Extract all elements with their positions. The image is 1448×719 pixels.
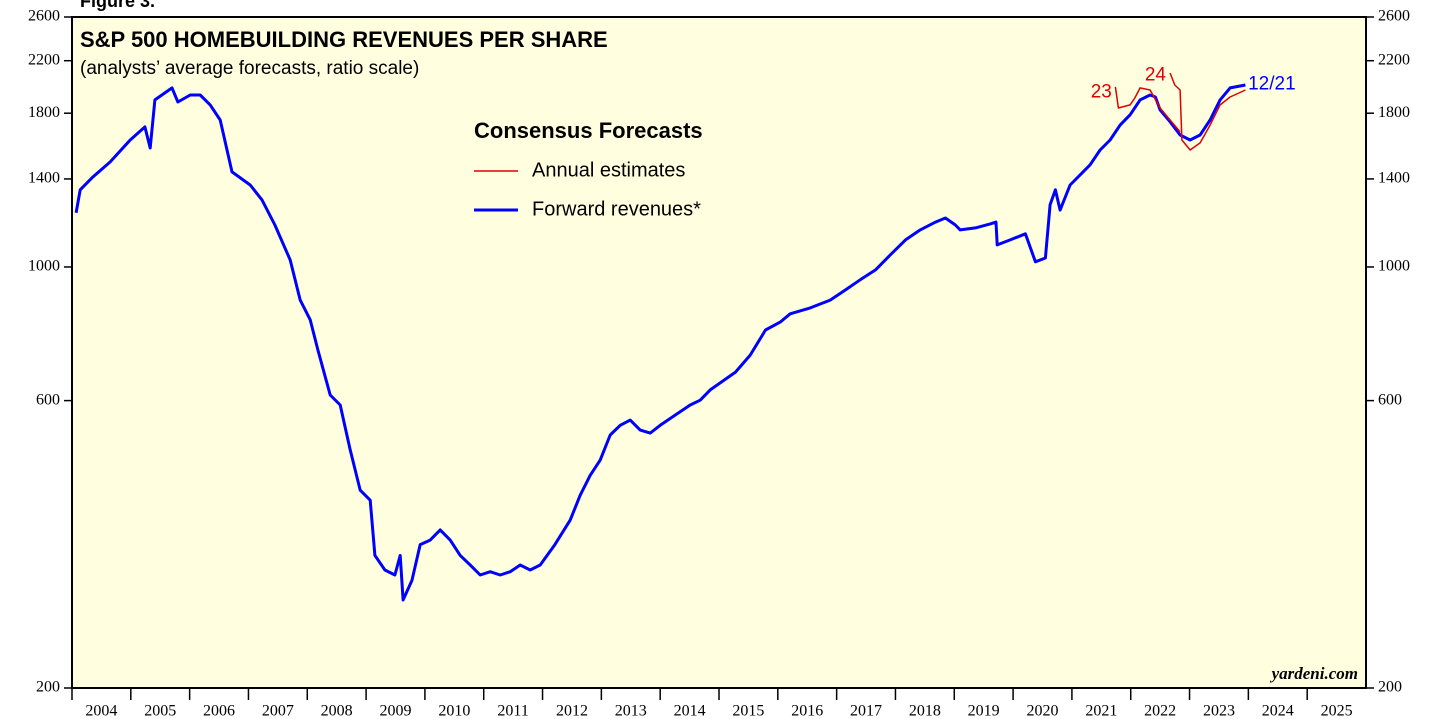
chart-subtitle: (analysts’ average forecasts, ratio scal… bbox=[80, 58, 419, 79]
x-tick-label: 2016 bbox=[791, 703, 823, 719]
x-tick-label: 2022 bbox=[1144, 703, 1176, 719]
y2-tick-label: 200 bbox=[1378, 679, 1402, 696]
x-tick-label: 2009 bbox=[380, 703, 412, 719]
figure-label: Figure 3. bbox=[80, 0, 155, 11]
x-tick-label: 2020 bbox=[1027, 703, 1059, 719]
y2-tick-label: 1400 bbox=[1378, 170, 1410, 187]
x-tick-label: 2007 bbox=[262, 703, 294, 719]
annotation: 23 bbox=[1091, 81, 1112, 102]
y-tick-label: 1400 bbox=[28, 170, 60, 187]
x-tick-label: 2012 bbox=[556, 703, 588, 719]
source: yardeni.com bbox=[1270, 664, 1358, 683]
x-tick-label: 2019 bbox=[968, 703, 1000, 719]
x-tick-label: 2004 bbox=[85, 703, 117, 719]
y2-tick-label: 1800 bbox=[1378, 104, 1410, 121]
x-tick-label: 2025 bbox=[1321, 703, 1353, 719]
x-tick-label: 2021 bbox=[1085, 703, 1117, 719]
x-tick-label: 2023 bbox=[1203, 703, 1235, 719]
series-line bbox=[74, 83, 1246, 602]
y2-tick-label: 600 bbox=[1378, 391, 1402, 408]
y-tick-label: 2200 bbox=[28, 51, 60, 68]
x-tick-label: 2011 bbox=[497, 703, 528, 719]
chart-title: S&P 500 HOMEBUILDING REVENUES PER SHARE bbox=[80, 27, 608, 52]
x-tick-label: 2008 bbox=[321, 703, 353, 719]
y-tick-label: 1000 bbox=[28, 258, 60, 275]
y-tick-label: 600 bbox=[36, 391, 60, 408]
legend-label: Forward revenues* bbox=[532, 198, 701, 220]
legend-label: Annual estimates bbox=[532, 159, 685, 181]
x-tick-label: 2024 bbox=[1262, 703, 1294, 719]
x-tick-label: 2015 bbox=[732, 703, 764, 719]
x-tick-label: 2013 bbox=[615, 703, 647, 719]
y-tick-label: 200 bbox=[36, 679, 60, 696]
y2-tick-label: 2600 bbox=[1378, 8, 1410, 25]
x-tick-label: 2017 bbox=[850, 703, 882, 719]
y2-tick-label: 2200 bbox=[1378, 51, 1410, 68]
plot-area bbox=[71, 16, 1367, 689]
x-tick-label: 2014 bbox=[674, 703, 706, 719]
legend-title: Consensus Forecasts bbox=[474, 118, 703, 143]
y-tick-label: 2600 bbox=[28, 8, 60, 25]
annotation: 24 bbox=[1145, 64, 1167, 85]
x-tick-label: 2006 bbox=[203, 703, 235, 719]
annotation: 12/21 bbox=[1248, 73, 1296, 94]
y2-tick-label: 1000 bbox=[1378, 258, 1410, 275]
x-tick-label: 2005 bbox=[144, 703, 176, 719]
y-tick-label: 1800 bbox=[28, 104, 60, 121]
x-tick-label: 2018 bbox=[909, 703, 941, 719]
series-line bbox=[1114, 72, 1246, 151]
x-tick-label: 2010 bbox=[438, 703, 470, 719]
